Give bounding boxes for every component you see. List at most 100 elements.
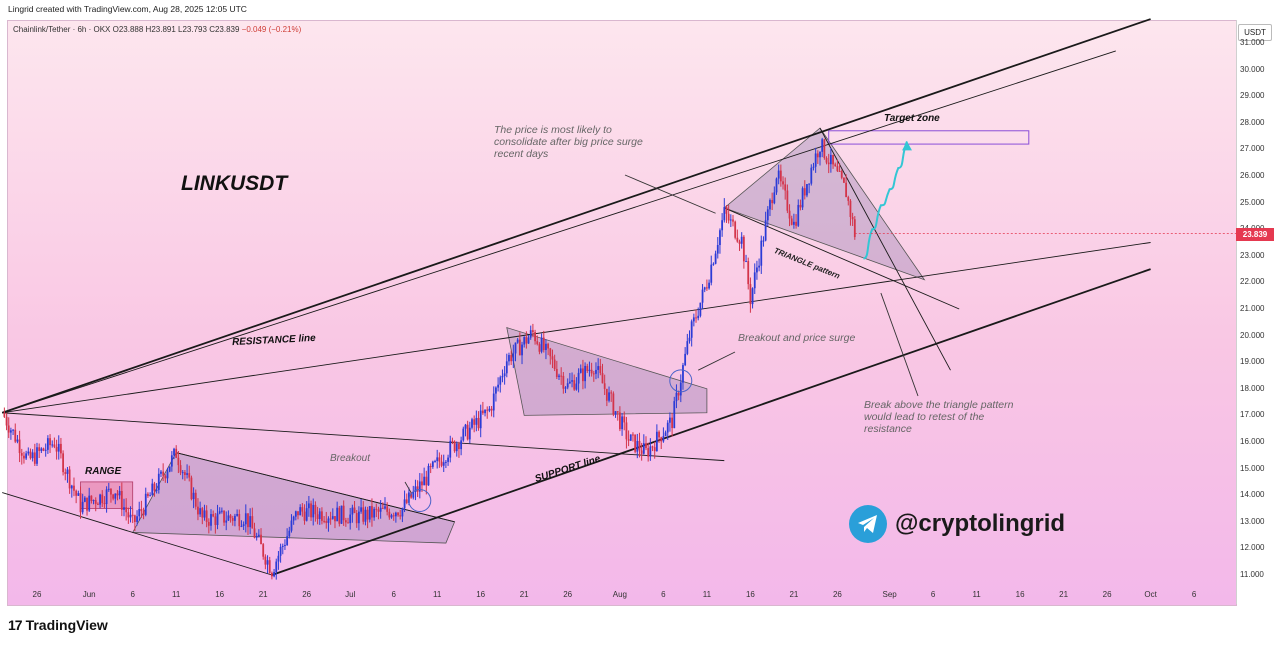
candle-body bbox=[75, 490, 78, 496]
candle-body bbox=[64, 472, 67, 474]
time-tick-label: Jul bbox=[345, 590, 356, 599]
candle-body bbox=[223, 510, 225, 523]
candle-body bbox=[338, 507, 341, 524]
time-tick-label: 21 bbox=[258, 590, 268, 599]
candle-body bbox=[201, 508, 204, 518]
candle-body bbox=[536, 341, 539, 345]
candle-body bbox=[429, 465, 432, 467]
candle-body bbox=[234, 515, 236, 521]
candle-body bbox=[501, 376, 504, 378]
candle-body bbox=[70, 485, 73, 489]
candle-body bbox=[401, 508, 404, 517]
candle-body bbox=[118, 490, 121, 496]
candle-body bbox=[46, 438, 49, 450]
chart-plot-area[interactable] bbox=[7, 20, 1237, 606]
candle-body bbox=[481, 410, 484, 414]
candle-body bbox=[92, 500, 95, 502]
candle-body bbox=[133, 515, 136, 522]
candle-body bbox=[136, 516, 138, 522]
candle-body bbox=[181, 472, 184, 474]
time-tick-label: 26 bbox=[32, 590, 42, 599]
candle-body bbox=[601, 373, 604, 384]
candle-body bbox=[42, 448, 45, 451]
candle-body bbox=[88, 495, 91, 511]
candle-body bbox=[843, 177, 845, 183]
time-tick-label: 11 bbox=[972, 590, 981, 599]
candle-body bbox=[812, 166, 815, 168]
price-tick-label: 12.000 bbox=[1240, 543, 1265, 553]
candle-body bbox=[281, 545, 284, 547]
candle-body bbox=[445, 461, 447, 463]
candle-body bbox=[682, 365, 684, 383]
candle-body bbox=[247, 513, 249, 528]
candle-body bbox=[127, 512, 130, 518]
current-price-tag: 23.839 bbox=[1236, 228, 1274, 241]
candle-body bbox=[840, 171, 843, 178]
candle-body bbox=[549, 348, 552, 357]
candle-body bbox=[384, 506, 386, 509]
candle-body bbox=[279, 546, 282, 556]
candle-body bbox=[197, 506, 199, 515]
candle-body bbox=[727, 213, 730, 221]
candle-body bbox=[819, 151, 821, 158]
candle-body bbox=[12, 429, 14, 431]
candle-body bbox=[27, 451, 30, 454]
candle-body bbox=[638, 440, 641, 451]
candle-body bbox=[147, 493, 149, 497]
candle-body bbox=[268, 560, 271, 573]
candle-body bbox=[227, 515, 230, 521]
candle-body bbox=[708, 282, 710, 289]
candle-body bbox=[327, 518, 330, 523]
candle-body bbox=[729, 219, 732, 221]
tradingview-logo[interactable]: 17 TradingView bbox=[8, 617, 108, 633]
candle-body bbox=[331, 516, 334, 519]
candle-body bbox=[523, 337, 526, 345]
candle-body bbox=[286, 536, 289, 545]
time-tick-label: 26 bbox=[1102, 590, 1112, 599]
price-axis[interactable] bbox=[1236, 20, 1275, 604]
price-tick-label: 16.000 bbox=[1240, 437, 1265, 446]
candle-body bbox=[364, 509, 367, 522]
candle-body bbox=[390, 515, 393, 518]
candle-body bbox=[458, 443, 460, 450]
candle-body bbox=[562, 375, 565, 389]
candle-body bbox=[505, 361, 508, 374]
candle-body bbox=[788, 210, 791, 219]
candle-body bbox=[838, 170, 841, 172]
candle-body bbox=[849, 200, 852, 217]
candle-body bbox=[660, 437, 663, 442]
candle-body bbox=[484, 409, 486, 414]
candle-body bbox=[497, 384, 499, 388]
candle-body bbox=[442, 462, 445, 466]
ohlc-open: O23.888 bbox=[112, 25, 144, 34]
currency-button[interactable]: USDT bbox=[1238, 24, 1272, 41]
candle-body bbox=[629, 434, 632, 441]
triangle-august bbox=[723, 127, 926, 281]
candle-body bbox=[851, 216, 854, 220]
candle-body bbox=[253, 528, 256, 538]
triangle-upper-extended bbox=[819, 127, 951, 371]
candle-body bbox=[773, 192, 776, 204]
time-tick-label: 11 bbox=[433, 590, 442, 599]
candle-body bbox=[703, 287, 706, 290]
candle-body bbox=[738, 241, 741, 244]
time-tick-label: Oct bbox=[1144, 590, 1157, 599]
note-arrow-consolidate bbox=[624, 174, 716, 214]
candle-body bbox=[55, 446, 58, 452]
breakout-circle-august bbox=[669, 369, 693, 393]
candle-body bbox=[490, 408, 493, 411]
time-tick-label: Aug bbox=[612, 590, 628, 599]
candle-body bbox=[827, 162, 830, 165]
time-tick-label: 21 bbox=[1059, 590, 1069, 599]
candle-body bbox=[77, 493, 80, 496]
candle-body bbox=[203, 510, 206, 518]
candle-body bbox=[51, 444, 54, 446]
candle-body bbox=[438, 457, 441, 462]
candle-body bbox=[621, 416, 623, 430]
retest-note: Break above the triangle pattern would l… bbox=[864, 399, 1014, 435]
candle-body bbox=[592, 373, 595, 375]
candle-body bbox=[764, 220, 767, 241]
candle-body bbox=[560, 375, 563, 377]
candle-body bbox=[303, 511, 306, 521]
